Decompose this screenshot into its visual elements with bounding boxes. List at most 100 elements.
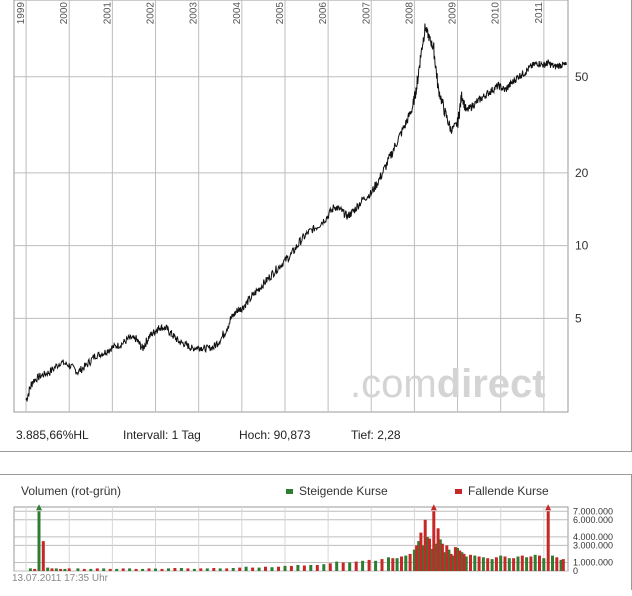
volume-bar (89, 568, 93, 571)
volume-bar (115, 568, 119, 571)
volume-bar (395, 558, 399, 571)
volume-bar (490, 559, 494, 571)
volume-bar (387, 557, 390, 571)
volume-bar (415, 545, 419, 571)
volume-peak-marker (36, 504, 43, 511)
x-tick-label: 2001 (102, 2, 113, 25)
volume-bar (41, 541, 45, 571)
x-tick-label: 2002 (146, 2, 157, 25)
volume-bar (443, 552, 447, 571)
volume-bar (225, 568, 229, 571)
volume-bar (154, 568, 157, 571)
volume-bar (199, 568, 203, 571)
volume-bar (315, 565, 319, 571)
volume-bar (499, 555, 503, 571)
volume-bar (328, 563, 332, 571)
volume-bar (555, 557, 559, 571)
x-tick-label: 2011 (534, 2, 545, 24)
volume-bar (102, 568, 106, 571)
volume-bar (503, 556, 507, 571)
volume-bar (46, 567, 50, 571)
volume-bar (451, 555, 455, 571)
volume-bar (251, 567, 255, 571)
volume-bar (380, 559, 384, 571)
volume-bar (391, 558, 395, 571)
volume-bar (542, 558, 546, 571)
legend-falling-swatch (455, 489, 462, 495)
y-tick-label: 10 (575, 239, 589, 253)
volume-bar (419, 532, 423, 571)
volume-bar (520, 555, 524, 571)
volume-bar (277, 566, 280, 571)
price-chart: 1999 2000 2001 2002 2003 2004 2005 2006 2007 2008… (13, 0, 589, 413)
volume-bar (257, 567, 261, 571)
volume-bar (231, 568, 235, 571)
x-tick-label: 2008 (404, 2, 415, 25)
volume-bar (108, 568, 112, 571)
volume-bar (205, 568, 209, 571)
volume-bar (341, 562, 345, 571)
volume-bar (449, 553, 453, 571)
volume-bar (95, 568, 99, 571)
volume-bar (59, 568, 63, 571)
volume-bar (516, 556, 520, 571)
volume-y-tick-label: 0 (573, 566, 578, 576)
volume-bar (507, 558, 511, 571)
volume-y-tick-label: 7.000.000 (573, 506, 613, 516)
volume-bar (192, 568, 196, 571)
volume-bar (525, 557, 529, 571)
volume-bar (82, 568, 86, 571)
volume-bar (128, 568, 132, 571)
volume-y-tick-label: 1.000.000 (573, 557, 613, 567)
volume-bar (477, 556, 481, 571)
volume-bar (348, 562, 352, 571)
volume-bar (486, 558, 490, 571)
volume-bar (428, 538, 431, 571)
y-tick-label: 50 (575, 70, 589, 84)
volume-bar (50, 568, 54, 571)
price-chart-panel: 1999 2000 2001 2002 2003 2004 2005 2006 2007 2008… (0, 0, 632, 452)
volume-bar (404, 555, 408, 571)
x-tick-label: 2010 (491, 2, 502, 25)
x-tick-label: 2005 (275, 2, 286, 25)
volume-bar (264, 566, 267, 571)
volume-bar (408, 553, 412, 571)
volume-bar (512, 558, 516, 571)
volume-bar (283, 565, 287, 571)
volume-bar (173, 568, 177, 571)
volume-peak-marker (545, 504, 552, 511)
timestamp: 13.07.2011 17:35 Uhr (12, 573, 109, 584)
volume-bar (289, 565, 293, 571)
x-tick-label: 2000 (59, 2, 70, 25)
volume-bar (473, 555, 477, 571)
legend-rising: Steigende Kurse (286, 484, 388, 498)
volume-bar (432, 511, 436, 571)
volume-bar (218, 568, 222, 571)
volume-title: Volumen (rot-grün) (21, 484, 122, 498)
performance-value: 3.885,66%HL (16, 428, 89, 442)
volume-bar (456, 548, 459, 571)
volume-bar (367, 559, 371, 571)
volume-bar (421, 545, 425, 571)
volume-bar (302, 565, 306, 571)
volume-bar (546, 511, 550, 571)
volume-bar (374, 560, 378, 571)
interval-value: Intervall: 1 Tag (123, 428, 201, 442)
volume-bar (440, 543, 444, 571)
volume-bar (494, 557, 498, 571)
volume-bar (445, 545, 449, 571)
volume-bar (67, 568, 71, 571)
volume-bar (141, 568, 145, 571)
x-tick-label: 2007 (361, 2, 372, 25)
volume-bar (309, 565, 313, 571)
volume-bar (559, 559, 563, 571)
volume-bar (460, 552, 464, 571)
volume-bar (76, 568, 80, 571)
volume-bar (33, 568, 37, 571)
volume-bar (160, 568, 164, 571)
volume-bar (167, 568, 170, 571)
volume-bar (417, 541, 421, 571)
volume-bar (561, 559, 565, 571)
price-series-line (25, 23, 567, 402)
